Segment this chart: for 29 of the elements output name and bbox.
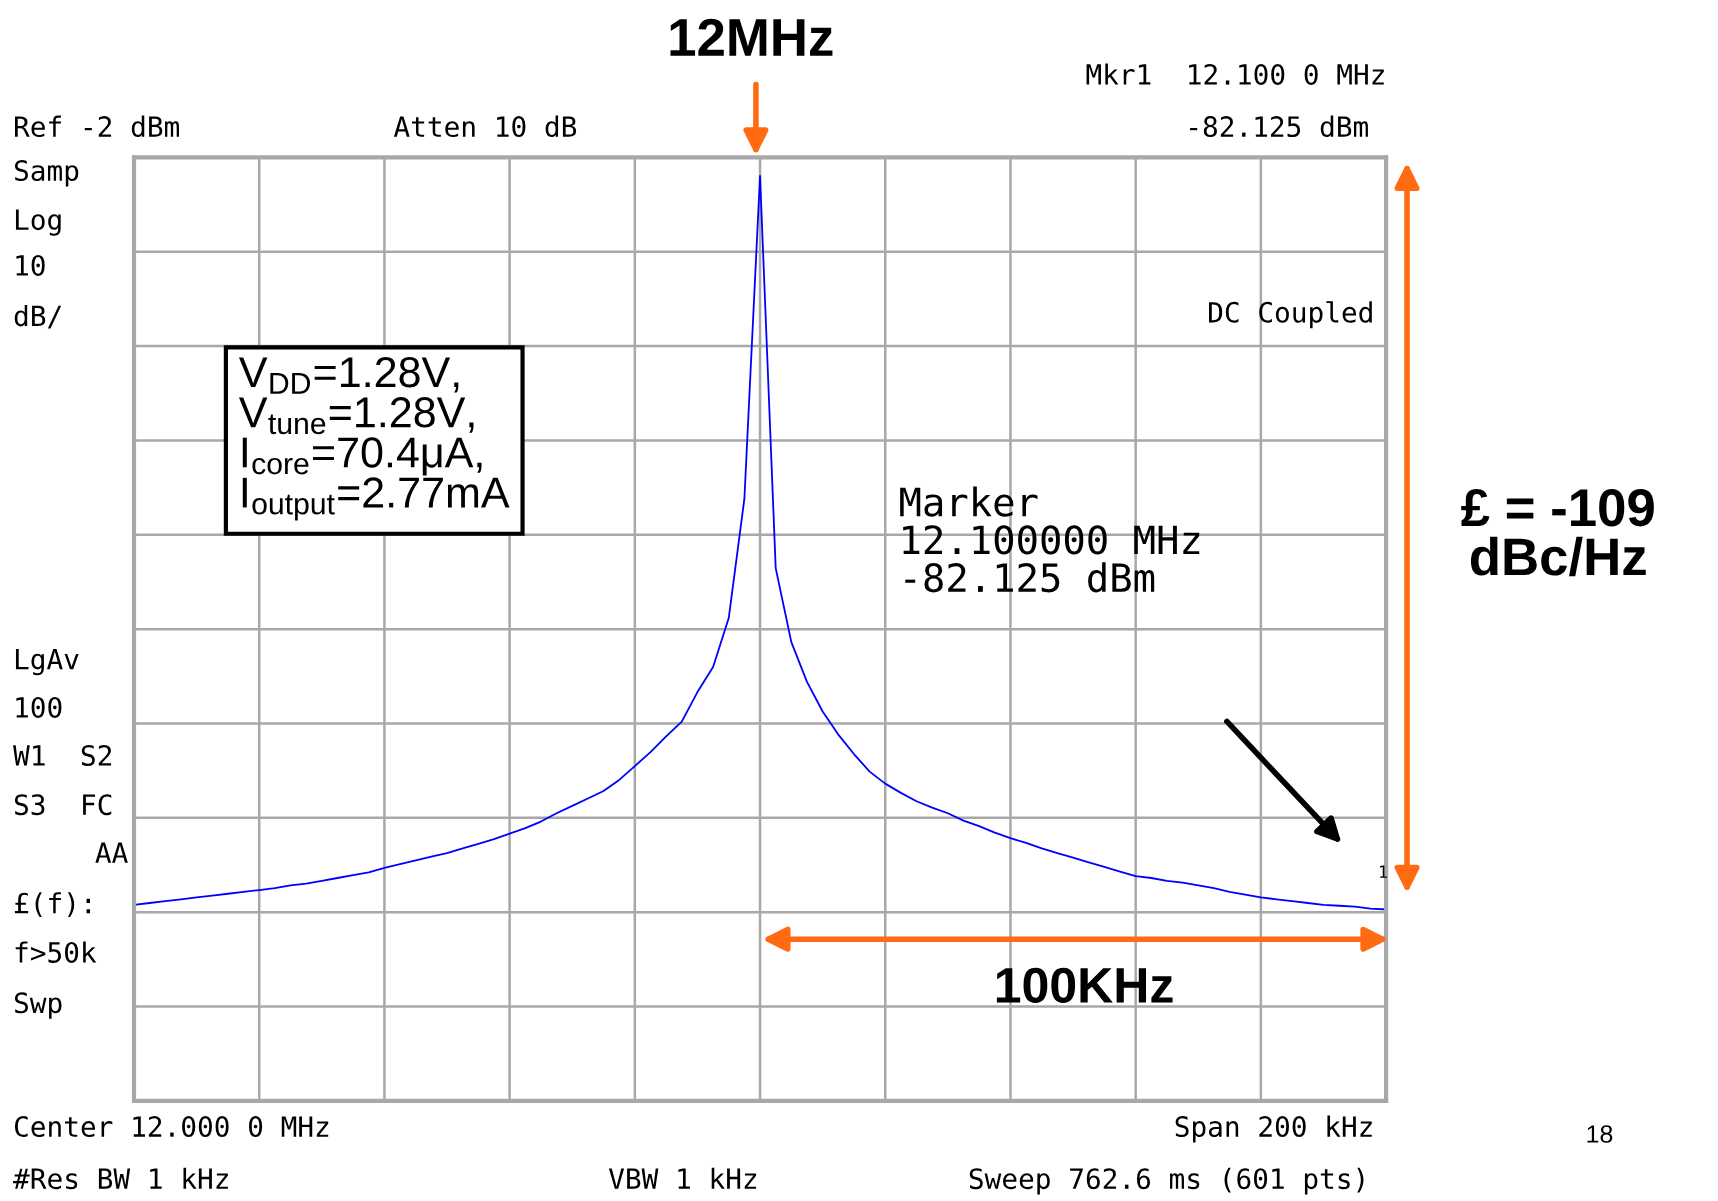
annotation: 1 (1379, 865, 1387, 878)
text: VBW 1 kHz (608, 1167, 757, 1189)
text: S3 FC (14, 794, 112, 816)
text: f>50k (15, 941, 97, 963)
text: Swp (14, 992, 62, 1019)
text: Center 12.000 0 MHz (14, 1116, 329, 1138)
text: 18 (1587, 1125, 1613, 1143)
text: £(f): (14, 892, 90, 917)
text: Samp (14, 160, 79, 187)
text: 10 (16, 254, 45, 276)
text: Span 200 kHz (1175, 1115, 1372, 1143)
text: £ = -109 dBc/Hz (1461, 489, 1654, 577)
text: Ref -2 dBm (15, 115, 179, 138)
text: Sweep 762.6 ms (601 pts) (969, 1167, 1364, 1195)
annotation: DC Coupled (1209, 301, 1372, 329)
text: LgAv (15, 649, 79, 676)
text: dB/ (14, 304, 62, 329)
text: V$_{DD}$=1.28V, V$_{tune}$=1.28V, I$_{core}$=70.4μA, I$_{output}$=2.77mA (238, 356, 510, 521)
text: Atten 10 dB (393, 115, 577, 138)
text: 100 (16, 696, 62, 718)
text: W1 S2 (13, 744, 112, 766)
text: Log (15, 209, 61, 236)
text: #Res BW 1 kHz (13, 1167, 228, 1190)
chart-title: 12MHz (670, 18, 833, 56)
text: AA (95, 842, 128, 863)
text: -82.125 dBm (1190, 115, 1368, 138)
annotation: 100KHz (996, 967, 1173, 1004)
text: Mkr1 12.100 0 MHz (1086, 63, 1384, 85)
annotation: Marker 12.100000 MHz -82.125 dBm (900, 486, 1200, 593)
